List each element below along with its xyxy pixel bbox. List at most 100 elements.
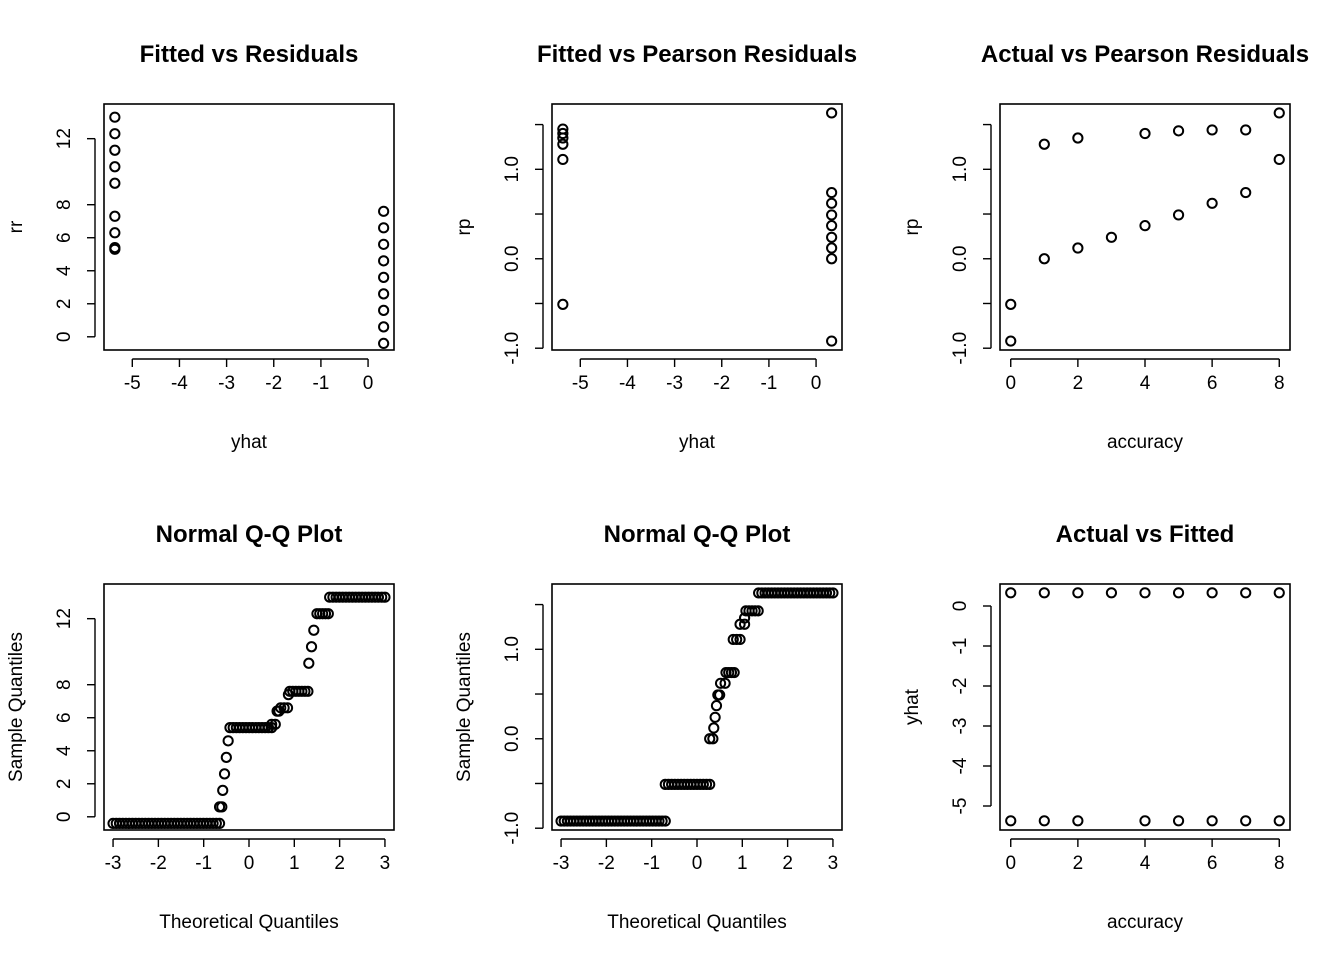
data-point xyxy=(738,618,751,630)
data-point xyxy=(1005,815,1017,827)
data-point xyxy=(1072,587,1084,599)
plot-frame xyxy=(551,103,843,351)
x-tick-label: 4 xyxy=(1140,373,1151,394)
data-point xyxy=(1139,815,1151,827)
y-tick-label: 8 xyxy=(54,199,75,210)
x-tick-label: 0 xyxy=(1005,853,1016,874)
x-tick-label: -5 xyxy=(124,373,141,394)
data-point xyxy=(378,222,390,234)
data-point xyxy=(826,253,838,265)
x-tick-label: -5 xyxy=(572,373,589,394)
data-point xyxy=(1172,815,1185,827)
plot-frame xyxy=(103,583,395,831)
data-point xyxy=(109,111,121,123)
data-point xyxy=(308,624,320,636)
data-point xyxy=(109,210,121,222)
chart-title: Actual vs Pearson Residuals xyxy=(981,41,1309,68)
plot-frame xyxy=(999,103,1291,351)
x-tick-label: 2 xyxy=(334,853,345,874)
y-tick-label: 6 xyxy=(54,712,75,723)
y-tick-label: 8 xyxy=(54,679,75,690)
data-point xyxy=(826,107,838,119)
x-tick-label: -4 xyxy=(171,373,188,394)
chart-title: Normal Q-Q Plot xyxy=(156,521,343,548)
x-axis-label: yhat xyxy=(679,432,716,453)
y-tick-label: 0.0 xyxy=(502,246,523,272)
data-point xyxy=(820,587,833,599)
data-point xyxy=(704,778,716,790)
data-point xyxy=(752,605,764,617)
x-tick-label: -1 xyxy=(643,853,660,874)
data-point xyxy=(1005,587,1017,599)
x-axis-label: accuracy xyxy=(1107,432,1184,453)
x-tick-label: 8 xyxy=(1274,853,1285,874)
y-tick-label: 4 xyxy=(54,265,75,276)
data-point xyxy=(207,817,219,830)
data-point xyxy=(1038,815,1050,827)
data-point xyxy=(719,677,731,689)
chart-title: Actual vs Fitted xyxy=(1056,521,1235,548)
data-point xyxy=(557,153,569,166)
data-point xyxy=(275,702,287,714)
data-point xyxy=(1240,815,1252,827)
data-point xyxy=(1273,153,1285,166)
x-tick-label: -2 xyxy=(713,373,730,394)
y-tick-label: 2 xyxy=(54,298,75,309)
x-tick-label: 3 xyxy=(380,853,391,874)
x-tick-label: -3 xyxy=(105,853,122,874)
x-tick-label: 1 xyxy=(289,853,300,874)
data-point xyxy=(378,205,390,217)
data-point xyxy=(109,161,121,173)
x-tick-label: -3 xyxy=(553,853,570,874)
x-tick-label: 6 xyxy=(1207,853,1218,874)
data-point xyxy=(376,591,388,603)
data-point xyxy=(731,633,743,646)
data-point xyxy=(1072,815,1084,827)
data-point xyxy=(378,288,390,300)
y-tick-label: 0 xyxy=(54,812,75,823)
y-axis-label: Sample Quantiles xyxy=(454,632,475,782)
plot-frame xyxy=(103,103,395,351)
data-point xyxy=(305,641,318,653)
x-tick-label: 8 xyxy=(1274,373,1285,394)
y-tick-label: -1.0 xyxy=(950,332,971,365)
data-point xyxy=(1172,209,1185,221)
x-tick-label: 2 xyxy=(1073,853,1084,874)
data-point xyxy=(266,718,278,730)
x-tick-label: -4 xyxy=(619,373,636,394)
data-point xyxy=(827,587,839,599)
data-point xyxy=(1105,231,1118,243)
y-tick-label: 6 xyxy=(54,232,75,243)
data-point xyxy=(210,817,222,830)
data-point xyxy=(1240,124,1252,136)
data-point xyxy=(378,304,390,316)
data-point xyxy=(109,243,121,255)
data-point xyxy=(734,633,746,646)
data-point xyxy=(302,685,314,697)
y-tick-label: 1.0 xyxy=(950,156,971,182)
data-point xyxy=(109,177,121,189)
data-point xyxy=(1206,587,1218,599)
data-point xyxy=(1005,335,1017,347)
x-tick-label: -1 xyxy=(760,373,777,394)
y-tick-label: 2 xyxy=(54,778,75,789)
x-axis-label: Theoretical Quantiles xyxy=(159,912,339,933)
data-point xyxy=(1072,242,1084,254)
data-point xyxy=(659,815,671,827)
y-axis-label: rr xyxy=(6,220,27,233)
data-point xyxy=(728,666,740,679)
data-point xyxy=(826,220,838,232)
data-point xyxy=(1072,132,1084,144)
data-point xyxy=(1038,138,1050,150)
y-tick-label: -4 xyxy=(950,757,971,774)
y-axis-label: yhat xyxy=(902,688,923,725)
x-axis-label: accuracy xyxy=(1107,912,1184,933)
data-point xyxy=(303,657,315,669)
data-point xyxy=(1206,815,1218,827)
x-tick-label: 0 xyxy=(692,853,703,874)
data-point xyxy=(826,197,838,209)
data-point xyxy=(710,700,723,712)
chart-panel-4: Normal Q-Q Plot-3 -2 -1 0 1 2 30246812Theoreti… xyxy=(6,521,395,933)
data-point xyxy=(826,231,838,243)
data-point xyxy=(1273,107,1285,119)
